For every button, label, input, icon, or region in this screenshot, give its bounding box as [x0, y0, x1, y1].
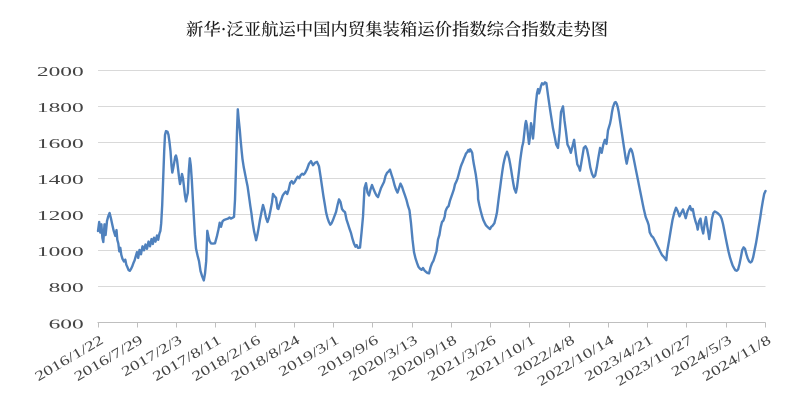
svg-text:1800: 1800: [37, 100, 84, 115]
svg-text:1200: 1200: [37, 208, 84, 223]
svg-text:1600: 1600: [37, 136, 84, 151]
svg-text:1000: 1000: [37, 244, 84, 259]
svg-text:2000: 2000: [37, 64, 84, 79]
svg-text:600: 600: [49, 316, 84, 331]
svg-text:1400: 1400: [37, 172, 84, 187]
svg-text:800: 800: [49, 280, 84, 295]
